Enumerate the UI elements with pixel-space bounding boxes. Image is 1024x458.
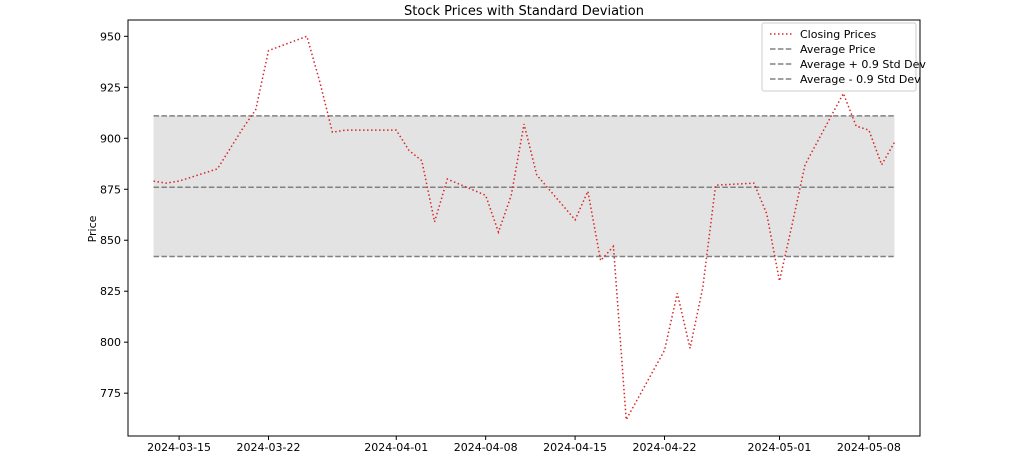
y-tick-label: 775 bbox=[100, 387, 121, 400]
x-tick-label: 2024-03-15 bbox=[147, 441, 211, 454]
legend-box bbox=[761, 22, 917, 92]
legend-label: Closing Prices bbox=[800, 28, 877, 41]
legend-label: Average Price bbox=[800, 43, 876, 56]
chart-title: Stock Prices with Standard Deviation bbox=[404, 4, 644, 19]
x-tick-label: 2024-04-22 bbox=[633, 441, 697, 454]
legend-label: Average - 0.9 Std Dev bbox=[800, 73, 921, 86]
x-tick-label: 2024-04-08 bbox=[454, 441, 518, 454]
y-axis-label: Price bbox=[86, 215, 99, 242]
y-tick-label: 800 bbox=[100, 336, 121, 349]
y-tick-label: 925 bbox=[100, 81, 121, 94]
plot-area: 775 800 825 850 875 900 925 950 2024-03-15 2024-0… bbox=[100, 19, 921, 454]
closing-price-line bbox=[153, 35, 896, 423]
x-tick-label: 2024-04-01 bbox=[364, 441, 428, 454]
x-tick-label: 2024-04-15 bbox=[543, 441, 607, 454]
plot-frame bbox=[127, 19, 921, 437]
legend: Closing Prices Average Price Average + 0.9… bbox=[761, 22, 926, 92]
x-tick-label: 2024-03-22 bbox=[237, 441, 301, 454]
legend-label: Average + 0.9 Std Dev bbox=[800, 58, 926, 71]
y-tick-label: 850 bbox=[100, 234, 121, 247]
x-tick-label: 2024-05-08 bbox=[837, 441, 901, 454]
y-tick-label: 950 bbox=[100, 30, 121, 43]
y-tick-label: 825 bbox=[100, 285, 121, 298]
std-dev-band bbox=[153, 115, 895, 257]
y-tick-label: 875 bbox=[100, 183, 121, 196]
y-tick-label: 900 bbox=[100, 132, 121, 145]
x-tick-label: 2024-05-01 bbox=[748, 441, 812, 454]
